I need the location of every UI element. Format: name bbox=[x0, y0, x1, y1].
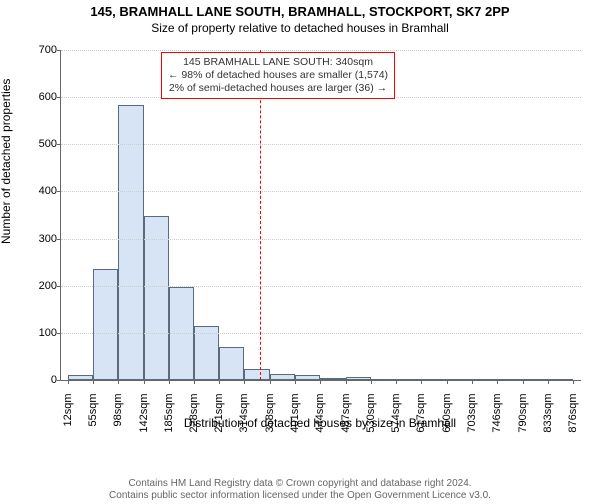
annotation-line2: ← 98% of detached houses are smaller (1,… bbox=[168, 69, 388, 82]
ytick-label: 0 bbox=[51, 374, 61, 386]
chart-title-line2: Size of property relative to detached ho… bbox=[0, 21, 600, 35]
xtick-mark bbox=[295, 380, 296, 384]
xtick-mark bbox=[472, 380, 473, 384]
xtick-mark bbox=[169, 380, 170, 384]
xtick-mark bbox=[421, 380, 422, 384]
plot-area: 010020030040050060070012sqm55sqm98sqm142… bbox=[60, 50, 581, 381]
footer-line2: Contains public sector information licen… bbox=[0, 490, 600, 502]
xtick-mark bbox=[219, 380, 220, 384]
xtick-mark bbox=[371, 380, 372, 384]
histogram-bar bbox=[270, 374, 295, 380]
ytick-label: 700 bbox=[39, 44, 61, 56]
chart-area: Number of detached properties 0100200300… bbox=[0, 44, 600, 444]
ytick-label: 500 bbox=[39, 138, 61, 150]
histogram-bar bbox=[118, 105, 144, 380]
annotation-box: 145 BRAMHALL LANE SOUTH: 340sqm← 98% of … bbox=[161, 52, 395, 99]
histogram-bar bbox=[371, 379, 397, 380]
histogram-bar bbox=[472, 379, 497, 380]
ytick-label: 300 bbox=[39, 233, 61, 245]
annotation-line3: 2% of semi-detached houses are larger (3… bbox=[168, 82, 388, 95]
ytick-label: 200 bbox=[39, 280, 61, 292]
gridline-h bbox=[61, 144, 581, 145]
x-axis-label: Distribution of detached houses by size … bbox=[60, 416, 580, 430]
histogram-bar bbox=[194, 326, 219, 380]
histogram-bar bbox=[396, 379, 421, 380]
footer-line1: Contains HM Land Registry data © Crown c… bbox=[0, 478, 600, 490]
xtick-mark bbox=[320, 380, 321, 384]
histogram-bar bbox=[523, 379, 548, 380]
histogram-bar bbox=[219, 347, 244, 380]
histogram-bar bbox=[244, 369, 270, 380]
ytick-label: 400 bbox=[39, 185, 61, 197]
gridline-h bbox=[61, 239, 581, 240]
histogram-bar bbox=[548, 379, 573, 380]
annotation-line1: 145 BRAMHALL LANE SOUTH: 340sqm bbox=[168, 56, 388, 69]
xtick-mark bbox=[194, 380, 195, 384]
y-axis-label: Number of detached properties bbox=[0, 79, 13, 244]
histogram-bar bbox=[144, 216, 169, 380]
histogram-bar bbox=[68, 375, 93, 380]
reference-line bbox=[260, 50, 261, 380]
gridline-h bbox=[61, 50, 581, 51]
xtick-mark bbox=[144, 380, 145, 384]
title-block: 145, BRAMHALL LANE SOUTH, BRAMHALL, STOC… bbox=[0, 4, 600, 35]
xtick-mark bbox=[396, 380, 397, 384]
xtick-mark bbox=[548, 380, 549, 384]
histogram-bar bbox=[346, 377, 371, 380]
attribution-footer: Contains HM Land Registry data © Crown c… bbox=[0, 478, 600, 502]
histogram-bar bbox=[497, 379, 523, 380]
xtick-mark bbox=[270, 380, 271, 384]
xtick-mark bbox=[523, 380, 524, 384]
xtick-mark bbox=[244, 380, 245, 384]
xtick-mark bbox=[68, 380, 69, 384]
gridline-h bbox=[61, 191, 581, 192]
ytick-label: 100 bbox=[39, 327, 61, 339]
xtick-mark bbox=[118, 380, 119, 384]
xtick-mark bbox=[497, 380, 498, 384]
ytick-label: 600 bbox=[39, 91, 61, 103]
histogram-bar bbox=[447, 379, 472, 380]
histogram-bar bbox=[320, 378, 345, 380]
histogram-bar bbox=[421, 379, 446, 380]
xtick-mark bbox=[573, 380, 574, 384]
xtick-mark bbox=[447, 380, 448, 384]
gridline-h bbox=[61, 333, 581, 334]
histogram-bar bbox=[295, 375, 320, 380]
bars-layer bbox=[61, 50, 581, 380]
xtick-mark bbox=[346, 380, 347, 384]
gridline-h bbox=[61, 286, 581, 287]
xtick-mark bbox=[93, 380, 94, 384]
chart-title-line1: 145, BRAMHALL LANE SOUTH, BRAMHALL, STOC… bbox=[0, 4, 600, 19]
